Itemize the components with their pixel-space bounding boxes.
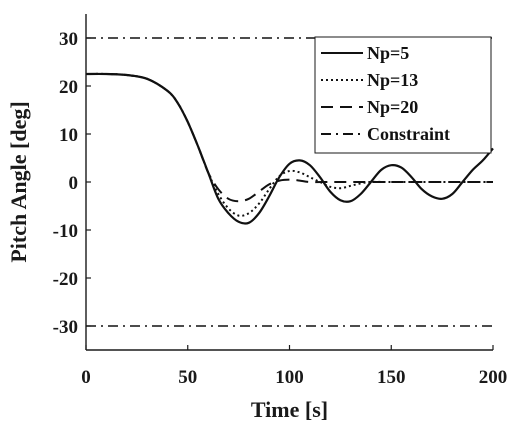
x-tick-label: 50 — [178, 367, 197, 388]
y-axis-label: Pitch Angle [deg] — [6, 101, 31, 262]
legend-box — [314, 36, 492, 154]
x-axis-label: Time [s] — [251, 397, 328, 422]
series-layer — [85, 37, 494, 327]
y-tick-label: -10 — [53, 221, 78, 242]
series-line-np-20 — [85, 72, 494, 203]
y-tick-label: 30 — [59, 29, 78, 50]
series-line-np-5 — [85, 72, 494, 225]
x-tick-label: 0 — [81, 367, 91, 388]
legend-label: Constraint — [367, 124, 450, 144]
x-tick-label: 150 — [377, 367, 406, 388]
x-tick-label: 100 — [275, 367, 304, 388]
x-ticks: 0 50 100 150 200 — [81, 345, 507, 388]
y-tick-label: 20 — [59, 77, 78, 98]
y-ticks: 30 20 10 0 -10 -20 -30 — [53, 29, 91, 338]
legend-label: Np=20 — [367, 97, 418, 117]
legend-items: Np=5 Np=13 Np=20 Constraint — [321, 43, 450, 144]
y-tick-label: -30 — [53, 317, 78, 338]
legend: Np=5 Np=13 Np=20 Constraint — [314, 36, 492, 154]
legend-label: Np=13 — [367, 70, 418, 90]
x-tick-label: 200 — [479, 367, 508, 388]
y-tick-label: -20 — [53, 269, 78, 290]
y-tick-label: 10 — [59, 125, 78, 146]
y-tick-label: 0 — [69, 173, 79, 194]
legend-label: Np=5 — [367, 43, 409, 63]
